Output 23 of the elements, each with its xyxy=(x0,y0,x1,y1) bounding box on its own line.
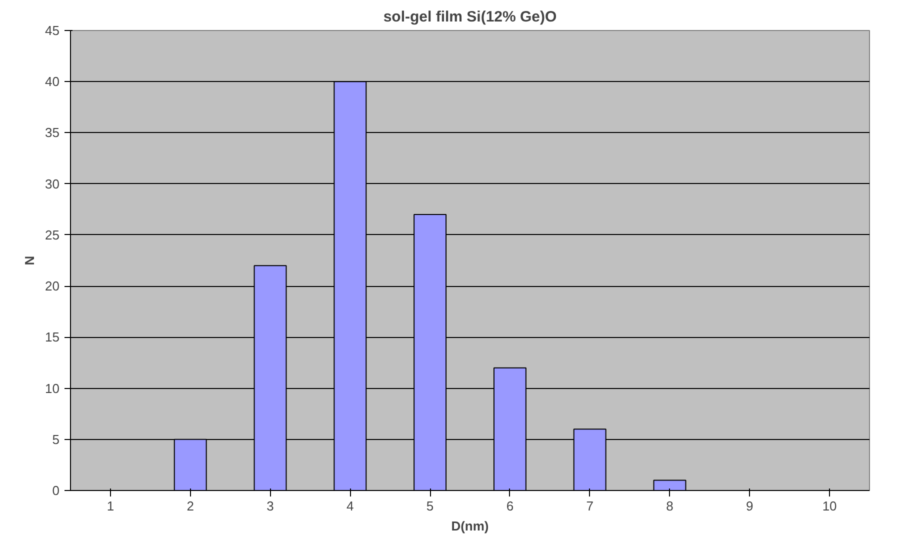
x-tick-label: 2 xyxy=(186,498,194,514)
y-tick-label: 40 xyxy=(45,74,60,90)
y-tick-label: 35 xyxy=(45,125,60,140)
chart-title: sol-gel film Si(12% Ge)O xyxy=(383,8,558,26)
y-tick-label: 45 xyxy=(45,23,60,38)
x-tick-label: 6 xyxy=(506,498,514,514)
x-tick-label: 1 xyxy=(106,498,114,514)
y-tick-label: 10 xyxy=(45,380,60,396)
y-tick-label: 5 xyxy=(52,432,60,447)
y-tick-label: 15 xyxy=(45,330,60,345)
y-axis-title: N xyxy=(22,256,38,266)
x-tick-label: 5 xyxy=(426,498,434,514)
x-tick-label: 7 xyxy=(586,498,594,514)
x-tick-label: 10 xyxy=(822,498,837,514)
y-tick-label: 30 xyxy=(45,176,60,192)
x-tick-label: 3 xyxy=(266,498,274,514)
y-tick-label: 20 xyxy=(45,278,60,294)
x-axis-title: D(nm) xyxy=(451,518,489,534)
x-tick-label: 4 xyxy=(346,498,354,514)
x-tick-label: 9 xyxy=(746,498,754,514)
y-tick-label: 0 xyxy=(52,483,60,498)
x-tick-label: 8 xyxy=(666,498,674,514)
y-tick-label: 25 xyxy=(45,227,60,242)
